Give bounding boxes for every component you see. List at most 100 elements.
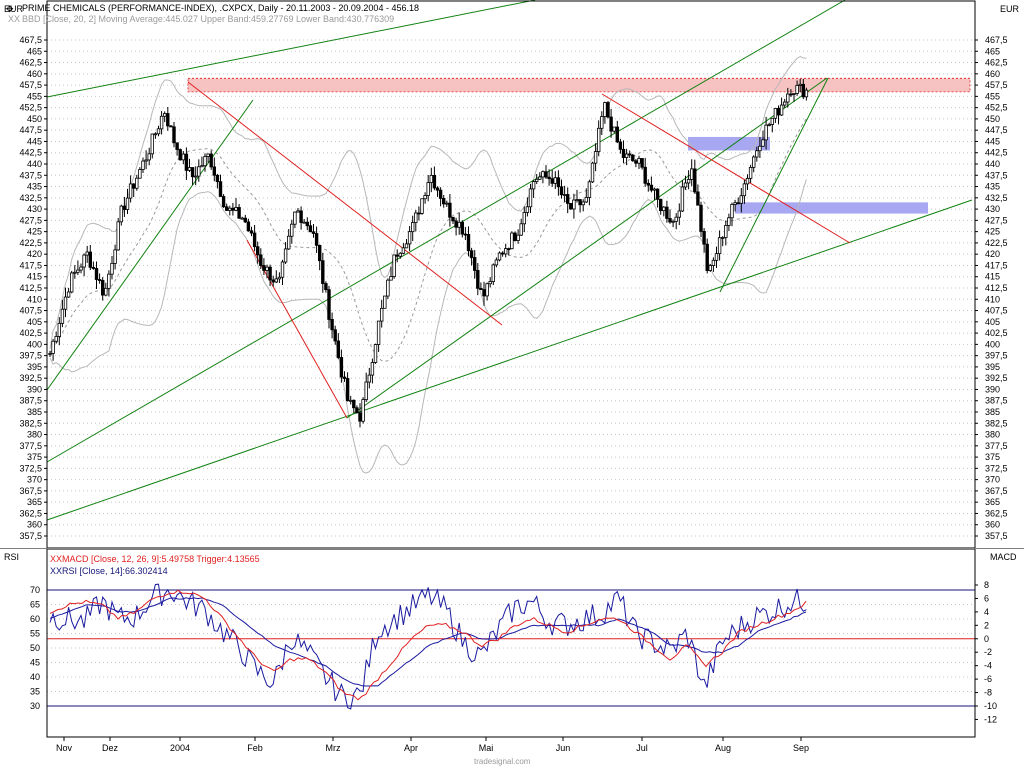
bollinger-bands bbox=[49, 56, 807, 474]
rsi-tick-label: 30 bbox=[30, 701, 40, 711]
y-tick-label: 422,5 bbox=[985, 238, 1008, 248]
candle-body bbox=[702, 230, 706, 245]
candle-body bbox=[122, 205, 127, 210]
rsi-tick-label: 50 bbox=[30, 643, 40, 653]
candle-body bbox=[308, 225, 313, 233]
y-tick-label: 405 bbox=[27, 317, 42, 327]
x-tick-label: Mai bbox=[479, 743, 494, 753]
candle-body bbox=[51, 340, 55, 354]
candle-body bbox=[485, 283, 489, 297]
candle-body bbox=[169, 125, 173, 128]
candle-body bbox=[116, 221, 120, 251]
y-tick-label: 412,5 bbox=[19, 283, 42, 293]
candle-body bbox=[367, 374, 371, 383]
x-tick-label: Jul bbox=[636, 743, 648, 753]
candle-body bbox=[804, 89, 809, 98]
candle-body bbox=[758, 145, 762, 152]
candle-body bbox=[404, 243, 409, 249]
candle-body bbox=[234, 207, 238, 211]
y-tick-label: 455 bbox=[27, 91, 42, 101]
candle-body bbox=[535, 178, 539, 182]
chart-title: PRIME CHEMICALS (PERFORMANCE-INDEX), .CX… bbox=[22, 3, 419, 13]
candle-body bbox=[566, 194, 570, 204]
candle-body bbox=[355, 407, 359, 414]
y-tick-label: 367,5 bbox=[19, 486, 42, 496]
candle-body bbox=[528, 188, 533, 208]
candle-body bbox=[503, 248, 508, 255]
candle-body bbox=[373, 344, 378, 363]
candle-body bbox=[119, 205, 123, 223]
candle-body bbox=[628, 153, 632, 156]
candle-body bbox=[255, 246, 260, 256]
gridlines bbox=[47, 39, 975, 537]
macd-tick-label: 0 bbox=[984, 634, 989, 644]
y-tick-label: 415 bbox=[985, 272, 1000, 282]
candle-body bbox=[479, 287, 483, 291]
candle-body bbox=[159, 115, 164, 130]
candle-body bbox=[110, 262, 114, 275]
y-tick-label: 432,5 bbox=[19, 193, 42, 203]
y-tick-label: 465 bbox=[27, 46, 42, 56]
candle-body bbox=[752, 156, 756, 168]
y-tick-label: 365 bbox=[985, 497, 1000, 507]
x-tick-label: Jun bbox=[556, 743, 571, 753]
y-tick-label: 455 bbox=[985, 91, 1000, 101]
candle-body bbox=[587, 181, 592, 198]
candle-body bbox=[280, 261, 285, 278]
candle-body bbox=[510, 232, 514, 250]
y-tick-label: 357,5 bbox=[19, 531, 42, 541]
y-tick-label: 392,5 bbox=[985, 373, 1008, 383]
candle-body bbox=[348, 399, 353, 402]
bbd-legend: BBD [Close, 20, 2] Moving Average:445.02… bbox=[22, 14, 395, 24]
candle-body bbox=[705, 243, 709, 271]
y-tick-label: 432,5 bbox=[985, 193, 1008, 203]
green-trendline bbox=[46, 199, 973, 521]
candle-body bbox=[767, 124, 771, 126]
candle-body bbox=[379, 307, 384, 322]
candle-body bbox=[717, 237, 722, 255]
candle-body bbox=[63, 296, 68, 310]
x-tick-label: Nov bbox=[56, 743, 73, 753]
y-tick-label: 397,5 bbox=[985, 351, 1008, 361]
x-tick-label: Sep bbox=[793, 743, 809, 753]
candle-body bbox=[138, 169, 142, 179]
candle-body bbox=[187, 167, 192, 171]
candle-body bbox=[76, 269, 80, 273]
y-tick-label: 377,5 bbox=[19, 441, 42, 451]
candle-body bbox=[212, 166, 216, 176]
candle-body bbox=[299, 210, 303, 223]
y-tick-label: 392,5 bbox=[19, 373, 42, 383]
candle-body bbox=[147, 153, 151, 161]
candle-body bbox=[624, 153, 629, 158]
candle-body bbox=[745, 178, 750, 185]
candle-body bbox=[748, 166, 753, 179]
candle-body bbox=[336, 340, 340, 358]
candle-body bbox=[429, 174, 433, 183]
y-tick-label: 402,5 bbox=[19, 328, 42, 338]
macd-panel-label: MACD bbox=[990, 552, 1017, 562]
resistance-zone bbox=[688, 136, 770, 151]
y-tick-label: 380 bbox=[985, 430, 1000, 440]
candle-body bbox=[228, 207, 232, 211]
title-icon: ✥ bbox=[6, 4, 14, 14]
candle-body bbox=[317, 244, 322, 262]
candle-body bbox=[584, 197, 588, 203]
y-tick-label: 390 bbox=[27, 384, 42, 394]
candle-body bbox=[57, 322, 61, 337]
candle-body bbox=[593, 151, 598, 164]
candle-body bbox=[522, 212, 526, 225]
y-tick-label: 440 bbox=[27, 159, 42, 169]
price-candles bbox=[48, 78, 809, 428]
y-tick-label: 420 bbox=[27, 249, 42, 259]
candle-body bbox=[420, 198, 424, 214]
macd-tick-label: 6 bbox=[984, 593, 989, 603]
macd-legend: MACD [Close, 12, 26, 9]:5.49758 Trigger:… bbox=[62, 554, 260, 564]
macd-line bbox=[49, 589, 807, 701]
indicator-panel-frame bbox=[46, 548, 976, 738]
candle-body bbox=[107, 273, 111, 289]
candle-body bbox=[519, 223, 523, 236]
candle-body bbox=[153, 133, 158, 136]
y-tick-label: 417,5 bbox=[985, 260, 1008, 270]
candle-body bbox=[770, 117, 774, 125]
